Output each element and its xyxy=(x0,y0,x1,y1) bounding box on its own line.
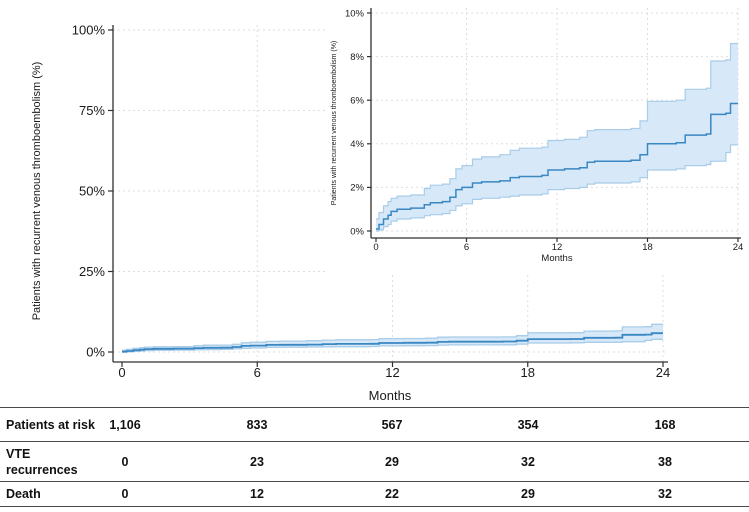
y-tick-label: 0% xyxy=(86,345,105,360)
risk-table: Patients at risk 1,106 833 567 354 168 VTE rec… xyxy=(0,407,749,507)
x-tick-label: 0 xyxy=(118,365,125,380)
table-value: 23 xyxy=(250,454,264,469)
row-label: Patients at risk xyxy=(6,417,95,432)
table-value: 38 xyxy=(658,454,672,469)
table-value: 168 xyxy=(654,417,676,432)
ci-band xyxy=(376,43,738,231)
row-values: 1,106 833 567 354 168 xyxy=(0,408,749,441)
y-tick-label: 6% xyxy=(350,96,364,107)
table-value: 29 xyxy=(521,487,535,501)
y-axis-title: Patients with recurrent venous thromboem… xyxy=(31,62,43,321)
row-label: Death xyxy=(6,487,41,501)
y-tick-label: 4% xyxy=(350,139,364,150)
table-value: 29 xyxy=(385,454,399,469)
x-tick-label: 12 xyxy=(385,365,399,380)
main-chart: 0% 25% 50% 75% 100% 0 6 12 18 24 Months Patients wi… xyxy=(31,23,670,403)
x-tick-label: 6 xyxy=(464,242,469,253)
table-value: 354 xyxy=(517,417,539,432)
y-tick-label: 8% xyxy=(350,52,364,63)
ci-upper-edge xyxy=(122,323,663,351)
y-tick-label: 2% xyxy=(350,183,364,194)
y-tick-label: 50% xyxy=(79,184,105,199)
y-tick-label: 75% xyxy=(79,103,105,118)
y-tick-label: 25% xyxy=(79,264,105,279)
table-row: Death 0 12 22 29 32 xyxy=(0,481,749,507)
table-value: 567 xyxy=(381,417,403,432)
table-value: 22 xyxy=(385,487,399,501)
x-axis-title: Months xyxy=(541,253,572,264)
x-tick-label: 24 xyxy=(733,242,744,253)
table-row: Patients at risk 1,106 833 567 354 168 xyxy=(0,407,749,441)
table-value: 12 xyxy=(250,487,264,501)
table-value: 32 xyxy=(521,454,535,469)
table-value: 833 xyxy=(246,417,268,432)
y-tick-label: 0% xyxy=(350,226,364,237)
x-axis-title: Months xyxy=(369,388,412,403)
ci-lower-edge xyxy=(122,338,663,353)
x-tick-label: 18 xyxy=(521,365,535,380)
table-value: 0 xyxy=(121,487,129,501)
x-tick-label: 18 xyxy=(642,242,653,253)
y-axis-title: Patients with recurrent venous thromboem… xyxy=(331,41,338,206)
table-row: VTE recurrences 0 23 29 32 38 xyxy=(0,441,749,481)
x-tick-label: 12 xyxy=(552,242,563,253)
row-values: 0 12 22 29 32 xyxy=(0,482,749,506)
chart-area: 0% 25% 50% 75% 100% 0 6 12 18 24 Months Patients wi… xyxy=(31,0,749,403)
inset-chart: 0% 2% 4% 6% 8% 10% 0 6 12 18 24 Months Patients with… xyxy=(325,0,749,272)
x-tick-label: 0 xyxy=(373,242,378,253)
cumulative-incidence-chart-svg: 0% 25% 50% 75% 100% 0 6 12 18 24 Months Patients wi… xyxy=(31,0,749,403)
x-tick-label: 6 xyxy=(254,365,261,380)
ci-upper-edge xyxy=(376,42,738,220)
row-label: VTE recurrences xyxy=(6,446,78,477)
ci-lower-edge xyxy=(376,144,738,232)
km-curve xyxy=(122,332,663,353)
table-value: 0 xyxy=(121,454,129,469)
x-tick-label: 24 xyxy=(656,365,670,380)
row-values: 0 23 29 32 38 xyxy=(0,442,749,481)
y-tick-label: 100% xyxy=(72,23,106,38)
y-tick-label: 10% xyxy=(345,8,365,19)
km-curve xyxy=(376,102,738,230)
table-value: 32 xyxy=(658,487,672,501)
table-value: 1,106 xyxy=(109,417,141,432)
